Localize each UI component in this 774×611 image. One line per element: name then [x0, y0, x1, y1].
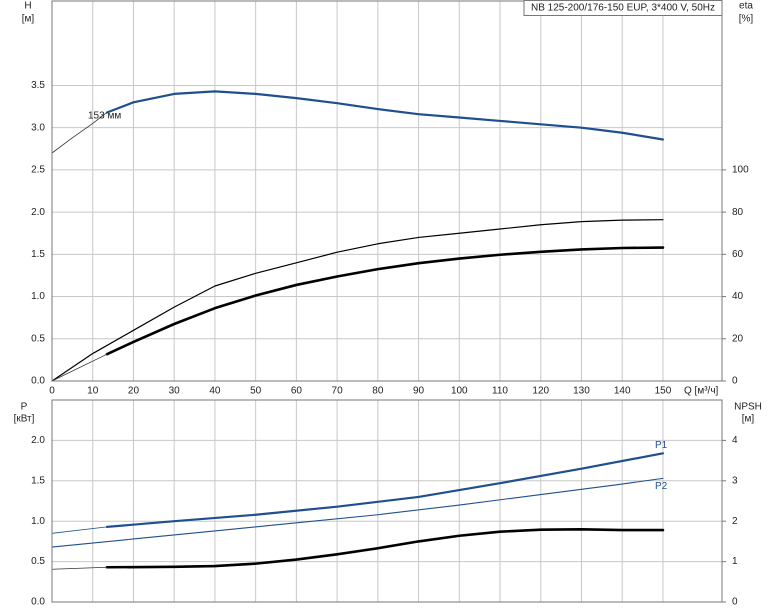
- x-tick-label: 130: [573, 386, 590, 397]
- y-tick-label: 0.5: [31, 556, 45, 567]
- series-label: P1: [655, 440, 668, 451]
- curve: [105, 246, 665, 356]
- chart-title: NB 125-200/176-150 EUP, 3*400 V, 50Hz: [531, 3, 715, 14]
- x-tick-label: 20: [128, 386, 140, 397]
- x-tick-label: 70: [332, 386, 344, 397]
- y2-tick-label: 3: [732, 475, 738, 486]
- y2-tick-label: 40: [732, 291, 744, 302]
- y2-tick-label: 2: [732, 516, 738, 527]
- y2-tick-label: 0: [732, 376, 738, 387]
- y-axis-label: P: [21, 402, 28, 413]
- x-tick-label: 10: [87, 386, 99, 397]
- y-tick-label: 1.5: [31, 475, 45, 486]
- y-axis-unit: [м]: [22, 14, 35, 25]
- y2-tick-label: 4: [732, 435, 738, 446]
- y2-tick-label: 100: [732, 165, 749, 176]
- y2-tick-label: 80: [732, 207, 744, 218]
- x-tick-label: 80: [372, 386, 384, 397]
- series-label: P2: [655, 481, 668, 492]
- x-tick-label: 40: [209, 386, 221, 397]
- x-tick-label: 0: [49, 386, 55, 397]
- x-tick-label: 120: [532, 386, 549, 397]
- curve: [51, 112, 108, 154]
- curve: [105, 527, 665, 569]
- y-tick-label: 1.5: [31, 249, 45, 260]
- curve: [51, 353, 108, 382]
- title-box: [523, 0, 723, 16]
- annotation: 153 мм: [88, 111, 121, 122]
- y-tick-label: 2.0: [31, 207, 45, 218]
- y2-tick-label: 0: [732, 597, 738, 608]
- bottom-plot-frame: [51, 399, 723, 603]
- y-tick-label: 0.0: [31, 597, 45, 608]
- x-tick-label: 60: [291, 386, 303, 397]
- y2-axis-label: eta: [739, 1, 753, 12]
- y-axis-label: H: [24, 1, 31, 12]
- x-tick-label: 90: [413, 386, 425, 397]
- y2-tick-label: 1: [732, 556, 738, 567]
- y-tick-label: 3.5: [31, 80, 45, 91]
- y2-axis-label: NPSH: [734, 402, 762, 413]
- top-plot-frame: [51, 0, 723, 382]
- grid-layer: [51, 1, 722, 603]
- x-tick-label: 110: [492, 386, 508, 397]
- curve: [105, 90, 665, 141]
- x-axis-label: Q [м³/ч]: [684, 386, 719, 397]
- curve: [51, 526, 108, 534]
- y-tick-label: 3.0: [31, 122, 45, 133]
- y-tick-label: 2.5: [31, 165, 45, 176]
- curve: [51, 477, 664, 548]
- y-tick-label: 1.0: [31, 516, 45, 527]
- x-tick-label: 140: [614, 386, 631, 397]
- curve: [51, 566, 108, 570]
- y-tick-label: 0.5: [31, 333, 45, 344]
- y2-axis-unit: [м]: [742, 414, 755, 425]
- curve: [105, 452, 665, 528]
- y2-tick-label: 20: [732, 333, 744, 344]
- x-tick-label: 50: [250, 386, 262, 397]
- y-tick-label: 0.0: [31, 376, 45, 387]
- x-tick-label: 100: [451, 386, 468, 397]
- y2-tick-label: 60: [732, 249, 744, 260]
- curve-layer: [51, 90, 665, 570]
- y-tick-label: 1.0: [31, 291, 45, 302]
- x-tick-label: 150: [655, 386, 672, 397]
- y-axis-unit: [кВт]: [14, 414, 35, 425]
- curve: [51, 219, 664, 382]
- y2-axis-unit: [%]: [739, 14, 754, 25]
- y-tick-label: 2.0: [31, 435, 45, 446]
- x-tick-label: 30: [169, 386, 181, 397]
